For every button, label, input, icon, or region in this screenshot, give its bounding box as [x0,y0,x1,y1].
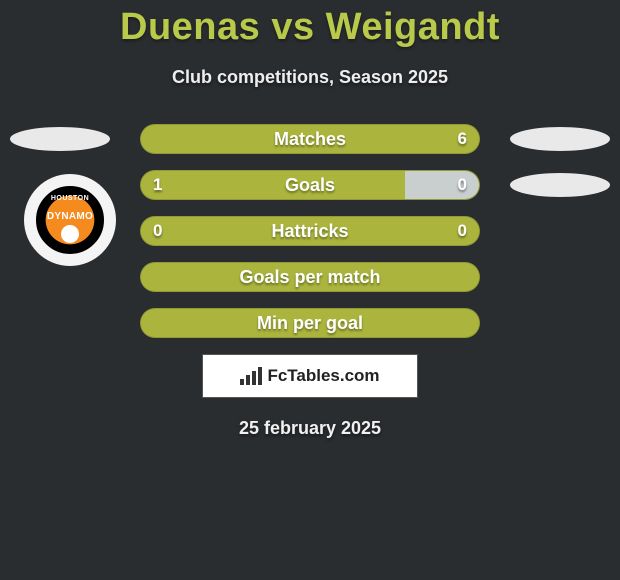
date-text: 25 february 2025 [0,418,620,439]
team-logo-left: HOUSTON DYNAMO [24,174,116,266]
logo-ball-icon [61,225,79,243]
stat-value-right: 6 [458,125,467,153]
stat-row: Matches6 [0,124,620,154]
bar-chart-icon [240,367,262,385]
logo-main-text: DYNAMO [39,211,101,222]
player-pill-right [510,173,610,197]
stat-value-right: 0 [458,217,467,245]
stat-row: Goals per match [0,262,620,292]
stat-label: Goals per match [141,263,479,291]
stat-bar: Goals per match [140,262,480,292]
fctables-attribution[interactable]: FcTables.com [202,354,418,398]
stat-label: Goals [141,171,479,199]
stat-label: Min per goal [141,309,479,337]
logo-top-text: HOUSTON [39,195,101,202]
stat-bar: Hattricks0 0 [140,216,480,246]
stat-bar: Min per goal [140,308,480,338]
fctables-text: FcTables.com [267,366,379,386]
stat-value-right: 0 [458,171,467,199]
stat-label: Matches [141,125,479,153]
page-subtitle: Club competitions, Season 2025 [0,67,620,88]
player-pill-left [10,127,110,151]
stat-bar: Goals1 0 [140,170,480,200]
player-pill-right [510,127,610,151]
dynamo-logo-icon: HOUSTON DYNAMO [36,186,104,254]
page-title: Duenas vs Weigandt [0,0,620,49]
stat-value-left: 1 [153,171,162,199]
stat-row: Min per goal [0,308,620,338]
stat-label: Hattricks [141,217,479,245]
stat-bar: Matches6 [140,124,480,154]
stat-value-left: 0 [153,217,162,245]
